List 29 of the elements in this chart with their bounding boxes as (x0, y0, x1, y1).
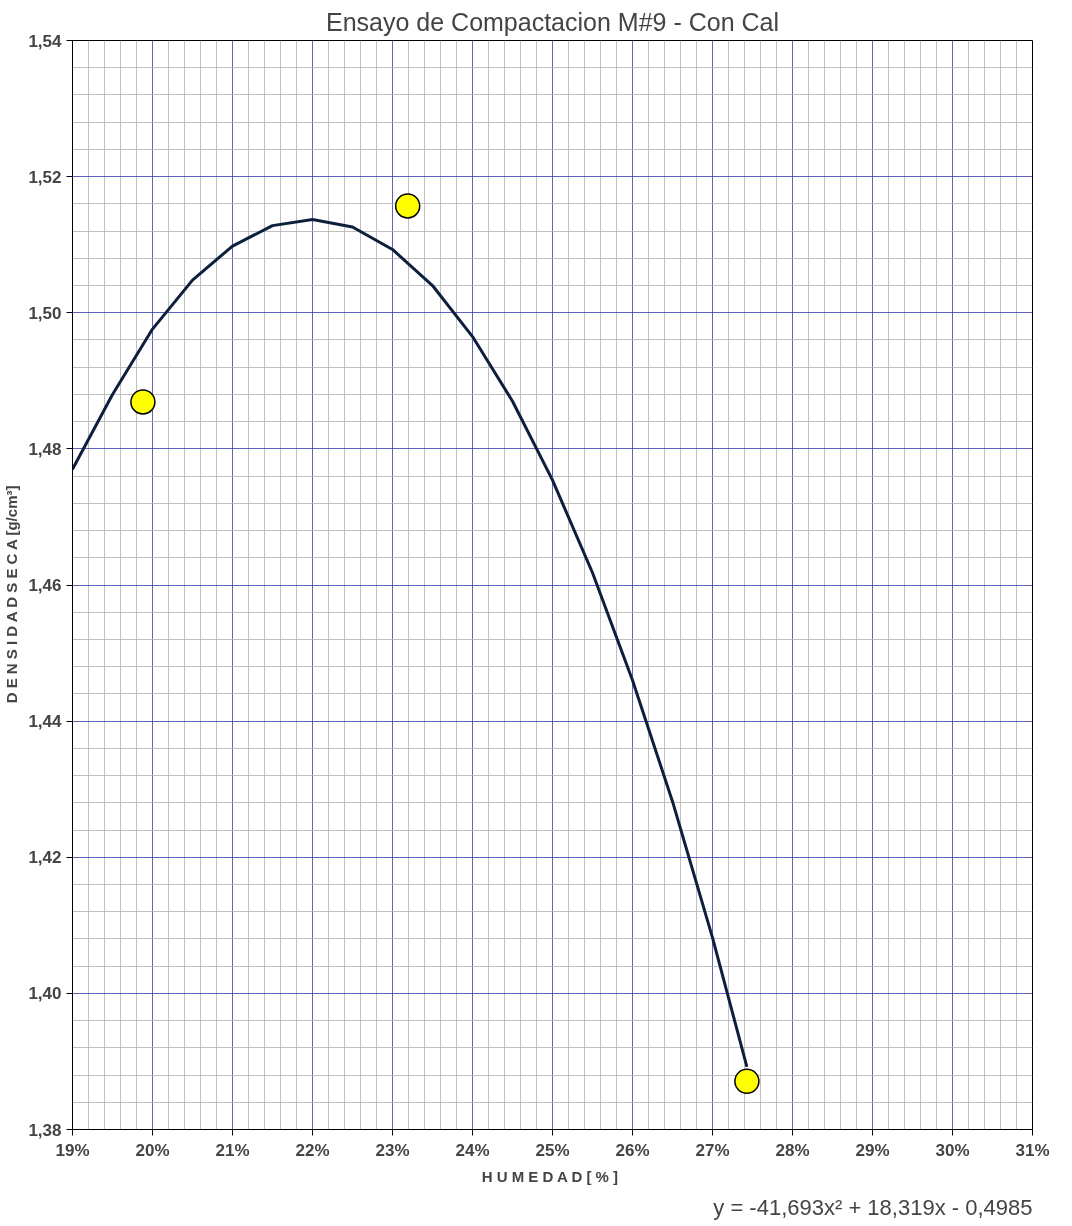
y-axis-title: D E N S I D A D S E C A [g/cm³] (3, 485, 21, 704)
y-tick-label: 1,46 (28, 576, 62, 595)
y-tick-label: 1,48 (28, 439, 62, 459)
x-tick-label: 31% (1015, 1140, 1050, 1160)
x-tick-label: 30% (935, 1140, 970, 1160)
point (734, 1068, 760, 1094)
point (394, 193, 421, 219)
y-tick-label: 1,42 (28, 848, 62, 868)
x-tick-label: 24% (455, 1140, 490, 1160)
point (130, 389, 156, 415)
y-tick-label: 1,40 (28, 984, 62, 1004)
x-tick-label: 28% (775, 1140, 810, 1160)
x-tick-label: 20% (135, 1140, 170, 1160)
x-tick-label: 19% (55, 1140, 90, 1160)
chart-title: Ensayo de Compactacion M#9 - Con Cal (326, 7, 780, 36)
x-tick-label: 25% (535, 1140, 570, 1160)
x-tick-label: 27% (695, 1140, 730, 1160)
y-tick-label: 1,44 (28, 712, 63, 732)
x-axis-title: H U M E D A D [ % ] (481, 1167, 619, 1185)
y-tick-label: 1,52 (28, 167, 62, 187)
y-tick-label: 1,50 (28, 303, 62, 323)
x-tick-label: 22% (295, 1140, 330, 1160)
x-tick-label: 23% (375, 1140, 410, 1160)
y-tick-label: 1,38 (28, 1120, 62, 1140)
x-tick-label: 29% (855, 1140, 890, 1160)
y-tick-label: 1,54 (28, 31, 63, 51)
x-tick-label: 26% (615, 1140, 650, 1160)
text: y = -41,693x² + 18,319x - 0,4985 (713, 1194, 1033, 1220)
x-tick-label: 21% (215, 1140, 250, 1160)
